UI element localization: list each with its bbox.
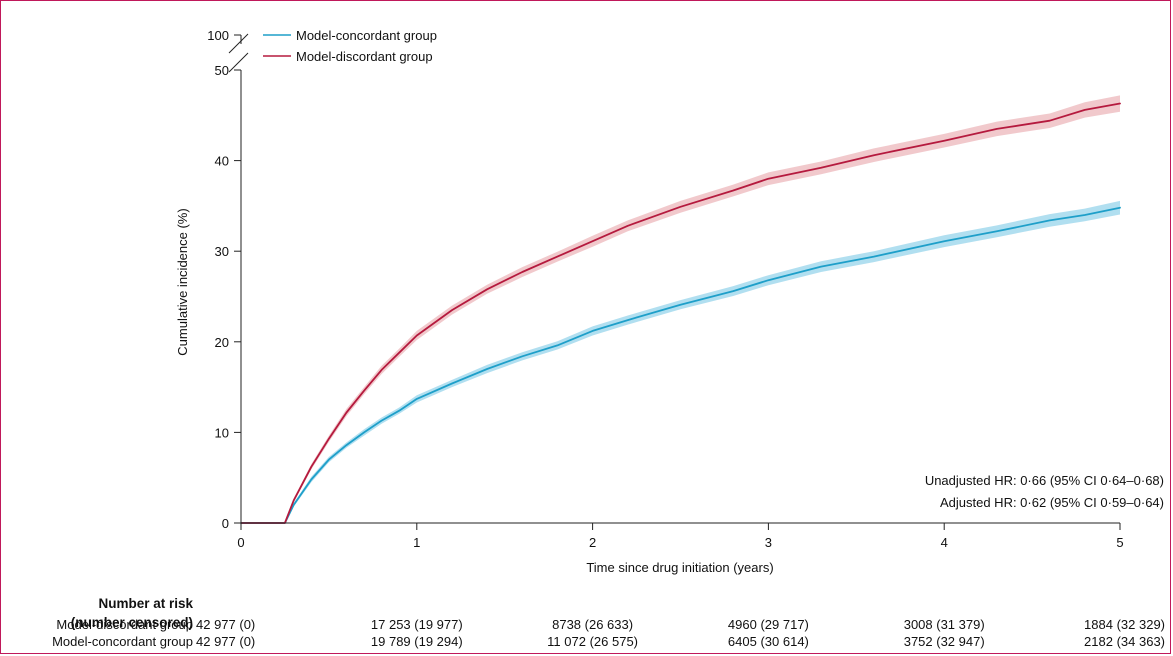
x-ticks: 0 1 2 3 4 5 <box>237 523 1124 550</box>
risk-cell: 3752 (32 947) <box>903 634 985 649</box>
x-tick-label: 4 <box>941 535 948 550</box>
series-line-discordant <box>240 102 1121 524</box>
risk-cell: 1884 (32 329) <box>1084 617 1165 632</box>
y-ticks: 0 10 20 30 40 50 <box>215 63 241 531</box>
risk-cell: 11 072 (26 575) <box>547 634 639 649</box>
x-axis-label: Time since drug initiation (years) <box>586 560 773 575</box>
y-break-tick-label: 100 <box>207 28 229 43</box>
risk-cell: 42 977 (0) <box>196 634 256 649</box>
risk-row-label-concordant: Model-concordant group <box>52 634 193 649</box>
axis-break-mark-1 <box>228 33 249 54</box>
legend: Model-concordant group Model-discordant … <box>263 28 437 64</box>
y-tick-label: 0 <box>222 516 229 531</box>
y-tick-label: 10 <box>215 425 229 440</box>
axis-break-mark-2 <box>228 52 249 73</box>
incidence-lines <box>240 102 1121 524</box>
risk-cell: 3008 (31 379) <box>903 617 985 632</box>
risk-cell: 2182 (34 363) <box>1084 634 1165 649</box>
x-tick-label: 5 <box>1116 535 1123 550</box>
y-tick-label: 50 <box>215 63 229 78</box>
confidence-bands <box>241 95 1120 524</box>
hr-annotation-adjusted: Adjusted HR: 0·62 (95% CI 0·59–0·64) <box>940 495 1164 510</box>
y-tick-label: 20 <box>215 335 229 350</box>
x-tick-label: 3 <box>765 535 772 550</box>
x-tick-label: 2 <box>589 535 596 550</box>
x-tick-label: 0 <box>237 535 244 550</box>
legend-label-concordant: Model-concordant group <box>296 28 437 43</box>
risk-cell: 17 253 (19 977) <box>370 617 463 632</box>
chart-axes: 100 <box>207 28 1120 524</box>
series-line-concordant <box>240 206 1121 524</box>
risk-table-subtitle: (number censored) <box>70 615 193 630</box>
risk-cell: 4960 (29 717) <box>727 617 809 632</box>
risk-row-label-discordant: Model-discordant group <box>56 617 193 632</box>
risk-cell: 42 977 (0) <box>196 617 256 632</box>
risk-cell: 19 789 (19 294) <box>370 634 463 649</box>
y-axis-label: Cumulative incidence (%) <box>175 208 190 355</box>
risk-table-title: Number at risk <box>98 596 193 611</box>
x-tick-label: 1 <box>413 535 420 550</box>
hr-annotation-unadjusted: Unadjusted HR: 0·66 (95% CI 0·64–0·68) <box>925 473 1164 488</box>
y-tick-label: 40 <box>215 154 229 169</box>
y-tick-label: 30 <box>215 244 229 259</box>
legend-label-discordant: Model-discordant group <box>296 49 433 64</box>
risk-cell: 6405 (30 614) <box>727 634 809 649</box>
risk-cell: 8738 (26 633) <box>552 617 634 632</box>
